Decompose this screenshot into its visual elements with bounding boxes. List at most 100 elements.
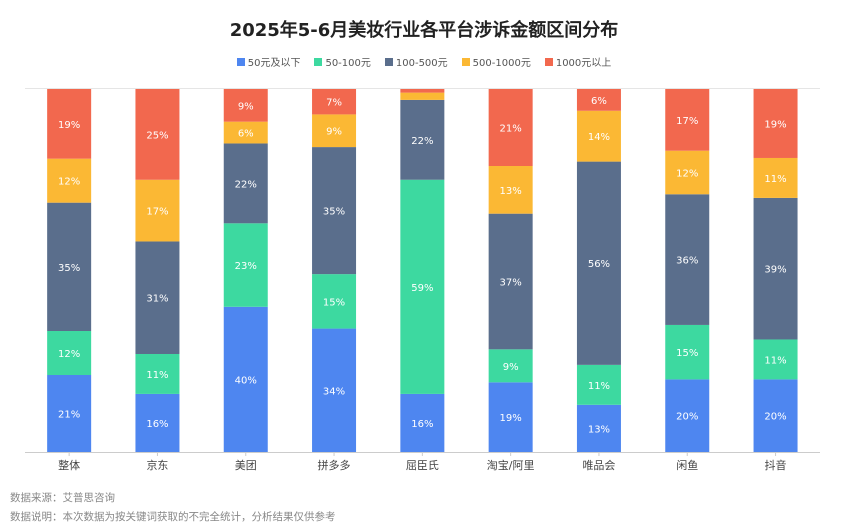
bar-segment [223,143,268,224]
data-label: 35% [323,207,345,218]
data-label: 11% [146,370,168,381]
bar-segment [576,89,621,111]
data-label: 56% [588,259,610,270]
bar-segment [753,157,798,198]
legend-swatch [314,57,323,66]
data-label: 9% [503,362,519,373]
bar-segment [47,331,92,375]
data-label: 34% [323,386,345,397]
data-label: 13% [500,186,522,197]
legend-item[interactable]: 500-1000元 [461,54,531,69]
data-label: 19% [500,413,522,424]
x-tick-label: 拼多多 [318,458,351,472]
bar-segment [576,161,621,365]
data-label: 59% [411,283,433,294]
data-label: 31% [146,294,168,305]
data-label: 37% [500,278,522,289]
bar-segment [223,121,268,144]
data-label: 40% [235,375,257,386]
bar-segment [665,194,710,325]
bar-segment [665,150,710,195]
data-label: 12% [676,168,698,179]
data-label: 20% [676,412,698,423]
bar-segment [488,166,533,214]
data-label: 36% [676,256,698,267]
bar-segment [753,89,798,158]
bar-segment [488,382,533,452]
data-label: 35% [58,263,80,274]
data-label: 13% [588,424,610,435]
data-label: 9% [326,127,342,138]
legend-swatch [384,57,393,66]
legend-label: 100-500元 [395,58,448,69]
bar-segment [753,339,798,380]
data-label: 20% [764,412,786,423]
bar-segment [135,353,180,394]
legend-item[interactable]: 50元及以下 [236,54,301,69]
x-tick-label: 抖音 [765,458,787,472]
data-label: 25% [146,130,168,141]
bar-segment [47,89,92,159]
data-label: 6% [238,129,254,140]
data-label: 15% [676,348,698,359]
bar-segment [488,349,533,383]
bar-segment [223,306,268,452]
bar-segment [47,375,92,452]
data-label: 17% [676,116,698,127]
bar-segment [223,223,268,307]
legend-item[interactable]: 50-100元 [314,54,371,69]
data-label: 11% [764,174,786,185]
bar-segment [312,274,357,329]
data-label: 17% [146,207,168,218]
data-label: 21% [58,410,80,421]
bar-segment [135,393,180,452]
bar-segment [665,379,710,452]
data-label: 19% [764,119,786,130]
legend-swatch [544,57,553,66]
plot-area: 21% 12% 35% 12% 19% 整体 16% 11% 31% 17% 25% 京东 40% 23%… [25,88,820,472]
x-tick-label: 闲鱼 [676,458,698,472]
legend-item[interactable]: 100-500元 [384,54,448,69]
bar-segment [665,89,710,151]
data-label: 14% [588,132,610,143]
data-label: 9% [238,101,254,112]
bar-segment [400,92,445,100]
chart-title: 2025年5-6月美妆行业各平台涉诉金额区间分布 [229,20,619,41]
bar-segment [135,241,180,354]
x-tick-label: 淘宝/阿里 [487,458,535,472]
data-label: 22% [411,136,433,147]
bar-segment [576,110,621,162]
data-label: 16% [411,419,433,430]
bar-segment [223,89,268,122]
x-tick-label: 整体 [58,458,80,472]
bar-segment [135,179,180,242]
bar-segment [665,324,710,380]
legend-label: 500-1000元 [472,58,531,69]
data-note: 数据说明：本次数据为按关键词获取的不完全统计，分析结果仅供参考 [10,511,336,523]
data-label: 39% [764,265,786,276]
bar-segment [312,114,357,148]
source-note: 数据来源：艾普思咨询 [10,492,115,504]
data-label: 12% [58,177,80,188]
data-label: 6% [591,96,607,107]
legend: 50元及以下 50-100元 100-500元 500-1000元 1000元以上 [0,54,848,69]
bar-segment [488,213,533,350]
bar-segment [400,393,445,452]
legend-swatch [236,57,245,66]
data-label: 11% [588,381,610,392]
data-label: 11% [764,355,786,366]
legend-label: 50元及以下 [247,58,301,69]
bar-segment [576,404,621,452]
bar-segment [135,89,180,180]
bar-segment [312,328,357,452]
data-label: 16% [146,419,168,430]
data-label: 15% [323,297,345,308]
legend-item[interactable]: 1000元以上 [544,54,612,69]
x-tick-label: 唯品会 [582,459,615,472]
x-tick-label: 美团 [235,459,257,472]
bar-segment [47,202,92,331]
bar-segment [312,147,357,275]
legend-label: 50-100元 [325,58,371,69]
legend-label: 1000元以上 [555,58,612,69]
